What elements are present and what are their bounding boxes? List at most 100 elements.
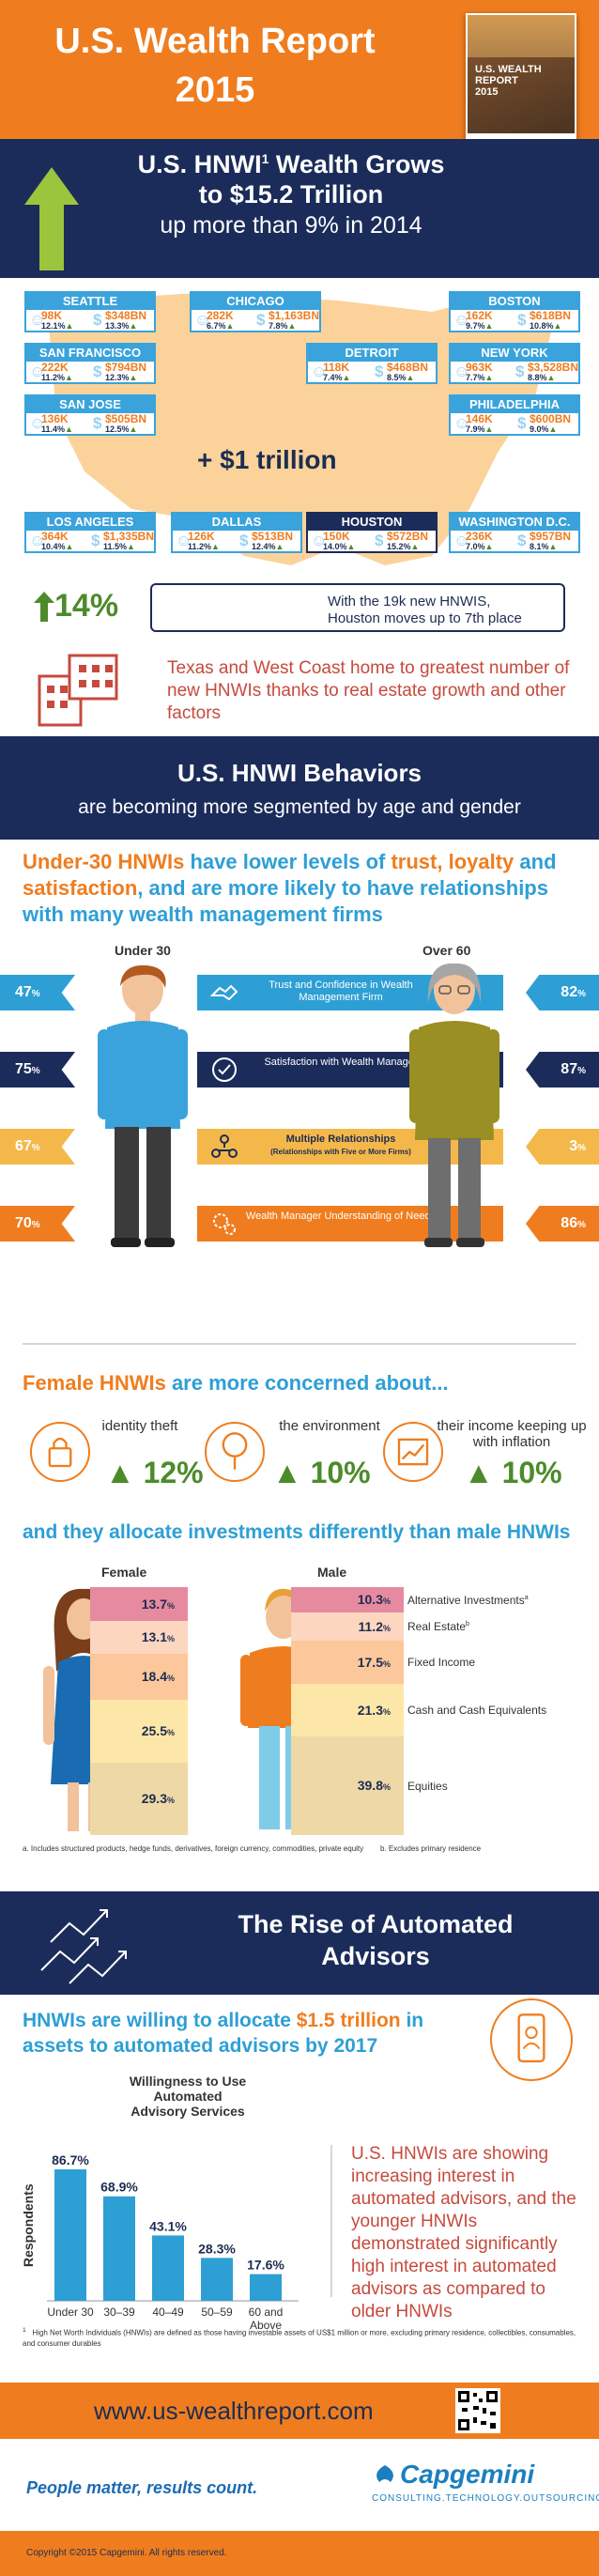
- over-60-label: Over 60: [422, 943, 471, 958]
- satisfaction-over60-arrow: 87%: [526, 1052, 599, 1087]
- footer: People matter, results count. Capgemini …: [0, 2439, 599, 2531]
- female-section: Female HNWIs are more concerned about...…: [0, 1365, 599, 1891]
- website-link[interactable]: www.us-wealthreport.com: [94, 2397, 374, 2425]
- automated-advisors-chart: 86.7% Under 30 68.9% 30–39 43.1% 40–49 28.3% 50…: [47, 2152, 299, 2332]
- bar-value-label-0: 86.7%: [52, 2152, 89, 2167]
- wealth-headline: U.S. HNWI1 Wealth Grows: [137, 150, 445, 178]
- person-icon: ☺: [29, 311, 46, 329]
- up-arrow-icon: [24, 167, 79, 270]
- houston-note-2: Houston moves up to 7th place: [328, 610, 522, 626]
- bar-value-label-1: 68.9%: [100, 2180, 138, 2195]
- person-icon: ☺: [29, 532, 46, 549]
- capgemini-logo: Capgemini: [400, 2460, 535, 2489]
- behaviors-banner: U.S. HNWI Behaviors are becoming more se…: [0, 736, 599, 840]
- header-banner: U.S. Wealth Report 2015 U.S. WEALTH REPO…: [0, 0, 599, 139]
- female-allocation-segment-4: 29.3%: [90, 1763, 188, 1835]
- person-icon: ☺: [311, 532, 328, 549]
- city-card-los-angeles: LOS ANGELES ☺ 364K 10.4%▲ $ $1,335BN 11.5%▲: [24, 512, 156, 553]
- under-30-label: Under 30: [115, 943, 171, 958]
- allocation-category-label: Equities: [407, 1779, 448, 1793]
- handshake-icon: [210, 984, 238, 1001]
- houston-growth-pct: 14%: [54, 588, 119, 624]
- dollar-icon: $: [90, 532, 100, 549]
- male-allocation-segment-1: 11.2%: [291, 1612, 404, 1641]
- person-icon: ☺: [194, 311, 211, 329]
- bar-4: [250, 2274, 282, 2301]
- dollar-icon: $: [93, 362, 102, 380]
- under30-headline: Under-30 HNWIs have lower levels of trus…: [23, 850, 557, 926]
- dollar-icon: $: [93, 311, 102, 329]
- understanding-band: [197, 1206, 503, 1242]
- city-card-boston: BOSTON ☺ 162K 9.7%▲ $ $618BN 10.8%▲: [449, 291, 580, 332]
- copyright-bar: Copyright ©2015 Capgemini. All rights re…: [0, 2531, 599, 2576]
- dollar-icon: $: [375, 532, 384, 549]
- concern-environment-label: the environment: [279, 1418, 380, 1434]
- dollar-icon: $: [375, 362, 384, 380]
- person-icon: ☺: [29, 414, 46, 432]
- houston-callout: With the 19k new HNWIS, Houston moves up …: [150, 583, 565, 632]
- multiple-under30-arrow: 67%: [0, 1129, 75, 1165]
- bar-value-label-2: 43.1%: [149, 2218, 187, 2233]
- checkmark-circle-icon: [212, 1057, 237, 1082]
- wealth-banner: U.S. HNWI1 Wealth Grows to $15.2 Trillio…: [0, 139, 599, 278]
- bar-category-label-3: 50–59: [201, 2306, 233, 2319]
- behaviors-subtitle: are becoming more segmented by age and g…: [78, 796, 521, 818]
- person-icon: ☺: [29, 362, 46, 380]
- bar-3: [201, 2258, 233, 2301]
- bar-0: [54, 2169, 86, 2301]
- concern-identity-theft-label: identity theft: [101, 1418, 178, 1434]
- capgemini-spade-icon: [376, 2465, 393, 2482]
- chart-title: Willingness to Use Automated Advisory Ser…: [129, 2074, 247, 2119]
- allocation-category-label: Cash and Cash Equivalents: [407, 1704, 547, 1717]
- copyright-text: Copyright ©2015 Capgemini. All rights re…: [26, 2548, 227, 2558]
- qr-code-icon[interactable]: [455, 2388, 500, 2433]
- dollar-icon: $: [255, 311, 266, 329]
- dollar-icon: $: [517, 532, 527, 549]
- bar-category-label-2: 40–49: [152, 2306, 184, 2319]
- cover-title: U.S. WEALTH REPORT: [475, 64, 542, 86]
- city-card-washington-dc: WASHINGTON D.C. ☺ 236K 7.0%▲ $ $957BN 8.1%▲: [449, 512, 580, 553]
- city-card-houston: HOUSTON ☺ 150K 14.0%▲ $ $572BN 15.2%▲: [306, 512, 438, 553]
- person-icon: ☺: [311, 362, 328, 380]
- vertical-divider: [330, 2145, 332, 2297]
- trust-over60-arrow: 82%: [526, 975, 599, 1010]
- bar-value-label-3: 28.3%: [198, 2241, 236, 2256]
- multiple-relationships-label: Multiple Relationships (Relationships wit…: [270, 1134, 411, 1156]
- city-card-san-francisco: SAN FRANCISCO ☺ 222K 11.2%▲ $ $794BN 12.3%▲: [24, 343, 156, 384]
- concern-inflation-label: their income keeping up with inflation: [437, 1418, 587, 1450]
- understanding-label: Wealth Manager Understanding of Needs: [245, 1211, 437, 1222]
- person-icon: ☺: [453, 532, 470, 549]
- rising-arrows-icon: [40, 1909, 127, 1984]
- bar-category-label-0: Under 30: [47, 2306, 94, 2319]
- dollar-icon: $: [517, 311, 527, 329]
- url-bar: www.us-wealthreport.com: [0, 2383, 599, 2439]
- male-allocation-segment-0: 10.3%: [291, 1587, 404, 1612]
- allocation-category-label: Alternative Investmentsa: [407, 1593, 529, 1607]
- allocation-category-label: Real Estateb: [407, 1620, 469, 1633]
- houston-note-1: With the 19k new HNWIS,: [328, 594, 491, 609]
- bar-value-label-4: 17.6%: [247, 2258, 284, 2273]
- building-icon: [38, 654, 118, 727]
- person-icon: ☺: [176, 532, 192, 549]
- bar-category-label-1: 30–39: [103, 2306, 135, 2319]
- tagline: People matter, results count.: [26, 2478, 258, 2497]
- older-woman-illustration: [409, 963, 499, 1247]
- cities-map-section: SEATTLE ☺ 98K 12.1%▲ $ $348BN 13.3%▲ CHICAGO…: [0, 278, 599, 736]
- cover-year: 2015: [475, 86, 499, 98]
- lock-icon: [30, 1422, 90, 1482]
- person-icon: ☺: [453, 311, 470, 329]
- female-headline: Female HNWIs are more concerned about...: [23, 1371, 449, 1395]
- understanding-under30-arrow: 70%: [0, 1206, 75, 1242]
- trust-under30-arrow: 47%: [0, 975, 75, 1010]
- female-allocation-segment-1: 13.1%: [90, 1621, 188, 1654]
- city-card-san-jose: SAN JOSE ☺ 136K 11.4%▲ $ $505BN 12.5%▲: [24, 394, 156, 436]
- young-man-illustration: [98, 964, 188, 1247]
- allocation-footnotes: a. Includes structured products, hedge f…: [23, 1844, 482, 1853]
- male-allocation-segment-2: 17.5%: [291, 1641, 404, 1684]
- allocation-category-label: Fixed Income: [407, 1656, 476, 1669]
- people-network-icon: [211, 1134, 238, 1158]
- dollar-icon: $: [93, 414, 102, 432]
- city-card-dallas: DALLAS ☺ 126K 11.2%▲ $ $513BN 12.4%▲: [171, 512, 302, 553]
- trend-chart-icon: [383, 1422, 443, 1482]
- behaviors-title: U.S. HNWI Behaviors: [177, 759, 422, 787]
